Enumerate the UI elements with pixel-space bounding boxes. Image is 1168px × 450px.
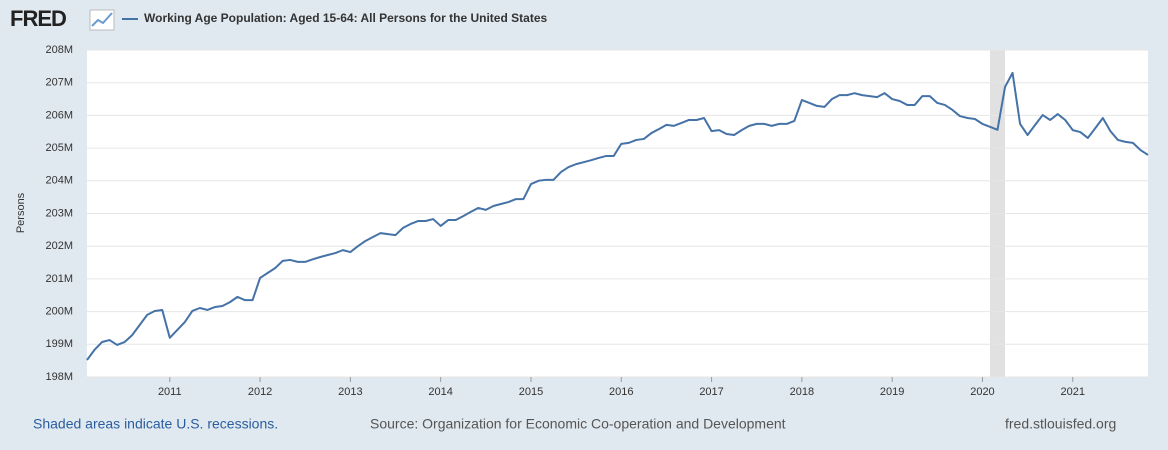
y-tick-label: 206M [45,109,73,121]
x-tick-label: 2012 [248,386,272,398]
y-axis-label: Persons [15,192,27,233]
logo-text: FRED [10,6,66,31]
y-tick-label: 204M [45,175,73,187]
x-tick-label: 2015 [519,386,543,398]
x-tick-label: 2011 [158,386,182,398]
y-tick-label: 202M [45,240,73,252]
y-tick-label: 208M [45,44,73,56]
y-tick-label: 205M [45,142,73,154]
x-tick-label: 2014 [428,386,452,398]
y-tick-label: 203M [45,207,73,219]
site[interactable]: fred.stlouisfed.org [1005,416,1116,432]
y-tick-label: 200M [45,306,73,318]
y-tick-label: 207M [45,77,73,89]
chart-title: Working Age Population: Aged 15-64: All … [144,11,547,25]
logo-graph [91,12,113,27]
x-tick-label: 2016 [609,386,633,398]
source: Source: Organization for Economic Co-ope… [370,416,786,432]
x-tick-label: 2013 [338,386,362,398]
y-tick-label: 199M [45,338,73,350]
x-tick-label: 2018 [790,386,814,398]
logo: FRED [10,6,115,31]
x-tick-label: 2017 [699,386,723,398]
y-tick-label: 198M [45,371,73,383]
x-tick-label: 2019 [880,386,904,398]
recession-note[interactable]: Shaded areas indicate U.S. recessions. [33,416,278,432]
x-tick-label: 2020 [970,386,994,398]
y-tick-label: 201M [45,273,73,285]
data-line [86,71,1149,361]
x-tick-label: 2021 [1061,386,1085,398]
logo-icon [89,9,115,31]
